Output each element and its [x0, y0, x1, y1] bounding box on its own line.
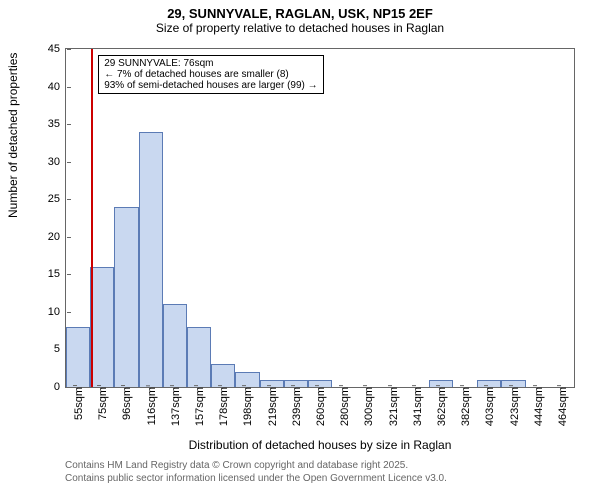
histogram-bar	[211, 364, 235, 387]
x-tick: 75sqm	[95, 387, 109, 420]
y-tick: 25	[30, 193, 66, 205]
footer-line-2: Contains public sector information licen…	[65, 473, 447, 486]
histogram-bar	[235, 372, 259, 387]
y-axis-label: Number of detached properties	[6, 53, 20, 218]
annot-line-1: 29 SUNNYVALE: 76sqm	[104, 58, 317, 69]
chart-title-main: 29, SUNNYVALE, RAGLAN, USK, NP15 2EF	[0, 0, 600, 21]
histogram-bar	[308, 380, 332, 388]
y-tick: 0	[30, 381, 66, 393]
y-tick: 40	[30, 81, 66, 93]
histogram-bar	[163, 304, 187, 387]
x-axis-label: Distribution of detached houses by size …	[65, 438, 575, 452]
x-tick: 96sqm	[119, 387, 133, 420]
x-tick: 178sqm	[216, 387, 230, 426]
x-tick: 116sqm	[144, 387, 158, 425]
annot-line-3: 93% of semi-detached houses are larger (…	[104, 80, 317, 91]
footer-line-1: Contains HM Land Registry data © Crown c…	[65, 460, 447, 473]
histogram-bar	[90, 267, 114, 387]
x-tick: 137sqm	[168, 387, 182, 426]
x-tick: 55sqm	[71, 387, 85, 420]
histogram-bar	[66, 327, 90, 387]
x-tick: 300sqm	[361, 387, 375, 426]
chart-plot-area: 05101520253035404555sqm75sqm96sqm116sqm1…	[65, 48, 575, 388]
y-tick: 10	[30, 306, 66, 318]
chart-footer: Contains HM Land Registry data © Crown c…	[65, 460, 447, 485]
x-tick: 239sqm	[289, 387, 303, 426]
x-tick: 382sqm	[458, 387, 472, 426]
histogram-bar	[477, 380, 501, 388]
x-tick: 157sqm	[192, 387, 206, 426]
y-tick: 35	[30, 118, 66, 130]
histogram-bar	[501, 380, 525, 388]
histogram-bar	[429, 380, 453, 388]
x-tick: 444sqm	[531, 387, 545, 426]
x-tick: 423sqm	[507, 387, 521, 426]
y-tick: 30	[30, 156, 66, 168]
x-tick: 464sqm	[555, 387, 569, 426]
y-tick: 45	[30, 43, 66, 55]
x-tick: 341sqm	[410, 387, 424, 426]
annot-line-2: ← 7% of detached houses are smaller (8)	[104, 69, 317, 80]
histogram-bar	[187, 327, 211, 387]
x-tick: 321sqm	[386, 387, 400, 426]
y-tick: 15	[30, 268, 66, 280]
x-tick: 280sqm	[337, 387, 351, 426]
x-tick: 260sqm	[313, 387, 327, 426]
annotation-box: 29 SUNNYVALE: 76sqm← 7% of detached hous…	[98, 55, 323, 94]
y-tick: 20	[30, 231, 66, 243]
histogram-bar	[114, 207, 138, 387]
histogram-bar	[260, 380, 284, 388]
x-tick: 362sqm	[434, 387, 448, 426]
histogram-bar	[284, 380, 308, 388]
y-tick: 5	[30, 343, 66, 355]
x-tick: 219sqm	[265, 387, 279, 426]
x-tick: 403sqm	[482, 387, 496, 426]
chart-title-sub: Size of property relative to detached ho…	[0, 21, 600, 39]
x-tick: 198sqm	[240, 387, 254, 426]
property-marker-line	[91, 49, 93, 387]
histogram-bar	[139, 132, 163, 387]
